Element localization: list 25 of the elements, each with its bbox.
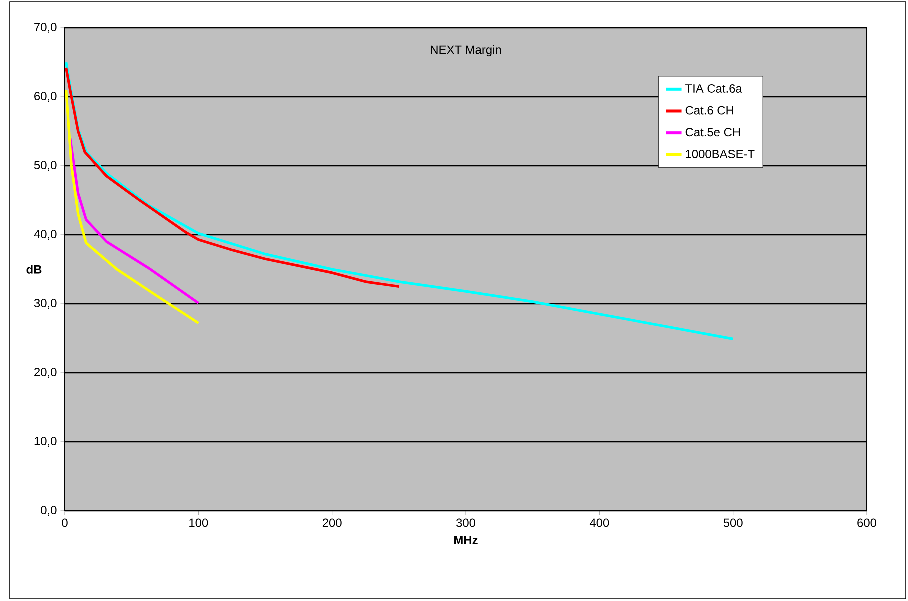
y-tick-label: 60,0 — [34, 92, 57, 102]
y-tick-label: 50,0 — [34, 161, 57, 171]
x-tick-label: 200 — [322, 518, 342, 528]
y-tick-label: 30,0 — [34, 299, 57, 309]
y-tick-label: 20,0 — [34, 368, 57, 378]
x-tick-label: 300 — [456, 518, 476, 528]
x-axis-title: MHz — [454, 536, 478, 544]
x-tick-label: 100 — [190, 518, 208, 528]
line-series — [69, 137, 200, 305]
y-tick-label: 40,0 — [34, 230, 57, 240]
y-tick-label: 0,0 — [41, 506, 57, 516]
line-series — [65, 66, 400, 288]
x-tick-label: 600 — [858, 518, 877, 528]
x-tick-label: 400 — [590, 518, 610, 528]
text: NEXT Margin — [431, 45, 502, 57]
legend-label: 1000BASE-T — [686, 150, 755, 158]
y-tick-label: 70,0 — [34, 23, 57, 33]
line-series — [65, 88, 200, 325]
legend-label: Cat.6 CH — [686, 106, 734, 115]
x-tick-label: 500 — [724, 518, 743, 528]
x-tick-label: 0 — [62, 518, 68, 528]
y-tick-label: 10,0 — [34, 437, 57, 447]
legend-label: Cat.5e CH — [686, 128, 740, 137]
y-axis-title: dB — [26, 265, 42, 274]
legend-label: TIA Cat.6a — [686, 84, 742, 93]
